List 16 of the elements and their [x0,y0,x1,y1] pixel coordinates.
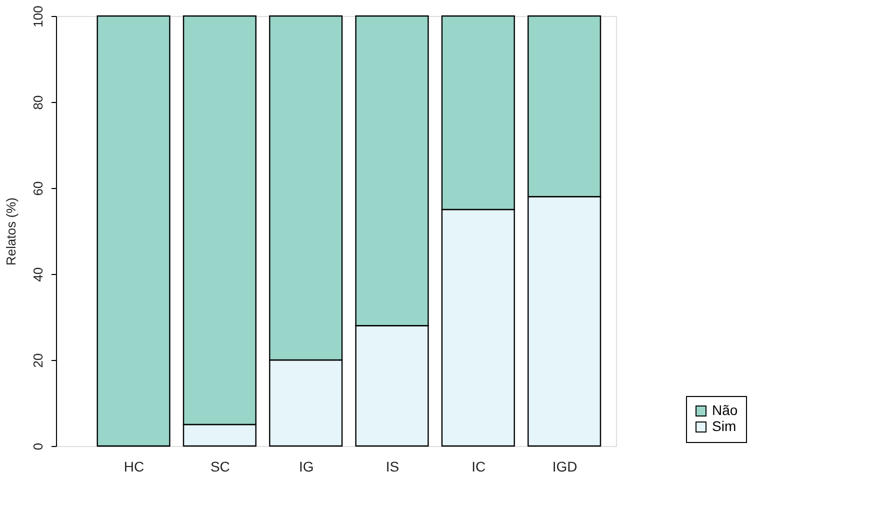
y-tick-label: 60 [30,181,46,196]
legend-label: Não [712,402,738,418]
x-tick-label: HC [124,458,144,474]
y-tick-label: 0 [30,442,46,450]
y-tick-label: 20 [30,353,46,368]
y-tick-label: 100 [30,6,46,28]
y-axis-title: Relatos (%) [4,198,18,266]
x-tick-label: IG [298,458,314,474]
bar [96,15,170,447]
x-tick-label: SC [210,458,230,474]
y-tick-label: 40 [30,267,46,282]
y-tick-label: 80 [30,95,46,110]
x-tick-label: IS [386,458,400,474]
x-tick-label: IC [472,458,486,474]
x-tick-label: IGD [552,458,578,474]
legend-label: Sim [712,418,736,434]
